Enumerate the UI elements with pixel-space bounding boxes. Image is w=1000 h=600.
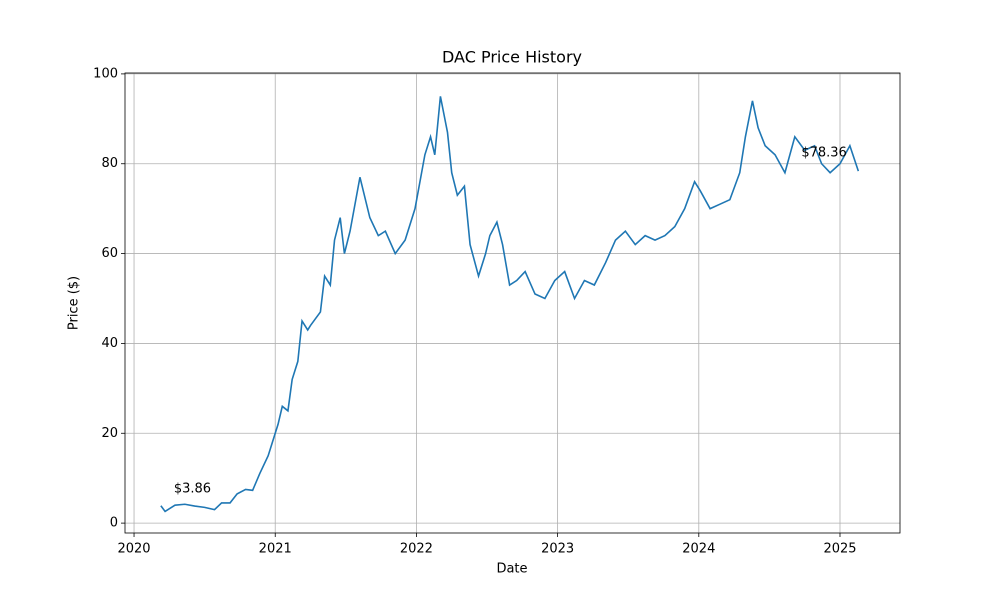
- x-tick-label: 2021: [259, 542, 292, 557]
- y-tick-label: 40: [101, 336, 118, 351]
- x-tick-label: 2024: [682, 542, 715, 557]
- y-tick-label: 20: [101, 426, 118, 441]
- x-tick-label: 2020: [117, 542, 150, 557]
- plot-frame: [124, 72, 901, 534]
- y-tick-label: 80: [101, 156, 118, 171]
- price-line: [160, 96, 860, 513]
- x-tick-label: 2022: [400, 542, 433, 557]
- y-tick-label: 60: [101, 246, 118, 261]
- y-tick-label: 100: [93, 66, 118, 81]
- y-axis-label: Price ($): [67, 276, 82, 330]
- x-tick-label: 2025: [823, 542, 856, 557]
- x-tick-label: 2023: [541, 542, 574, 557]
- chart-title: DAC Price History: [442, 48, 582, 67]
- y-tick-label: 0: [110, 516, 118, 531]
- x-axis-label: Date: [496, 562, 527, 577]
- annotation: $78.36: [801, 146, 847, 161]
- annotation: $3.86: [174, 481, 211, 496]
